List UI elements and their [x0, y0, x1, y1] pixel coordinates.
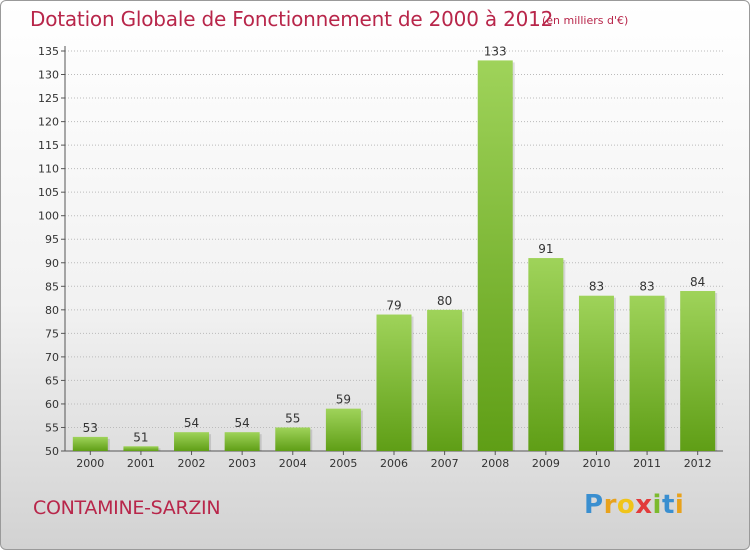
data-label-2001: 51	[133, 430, 148, 444]
bar-2007	[427, 309, 463, 451]
x-tick-label-2009: 2009	[532, 457, 560, 470]
data-label-2004: 55	[285, 411, 300, 425]
y-tick-label: 85	[45, 280, 59, 293]
data-label-2012: 84	[690, 275, 705, 289]
x-tick-label-2012: 2012	[684, 457, 712, 470]
x-tick-label-2004: 2004	[279, 457, 307, 470]
y-tick-label: 110	[38, 163, 59, 176]
y-tick-label: 95	[45, 233, 59, 246]
proxiti-logo: Proxiti	[584, 490, 684, 520]
y-tick-label: 105	[38, 186, 59, 199]
bar-2010	[578, 295, 614, 451]
bar-2008	[477, 60, 513, 451]
logo-letter: o	[616, 490, 636, 520]
bar-2011	[629, 295, 665, 451]
y-tick-label: 80	[45, 304, 59, 317]
unit-note: (en milliers d'€)	[542, 14, 629, 27]
y-tick-label: 60	[45, 398, 59, 411]
data-label-2003: 54	[235, 416, 250, 430]
logo-letter: i	[674, 490, 685, 520]
x-tick-label-2001: 2001	[127, 457, 155, 470]
x-tick-label-2005: 2005	[329, 457, 357, 470]
bar-2004	[275, 427, 311, 451]
data-label-2010: 83	[589, 280, 604, 294]
x-tick-label-2002: 2002	[178, 457, 206, 470]
bar-2000	[72, 436, 108, 451]
x-tick-label-2000: 2000	[76, 457, 104, 470]
data-labels: 53 51 54 54 55 59 79 80 133 91 83 83 84	[83, 44, 706, 444]
y-tick-label: 50	[45, 445, 59, 458]
logo-letter: i	[652, 490, 662, 520]
y-tick-label: 135	[38, 45, 59, 58]
y-tick-label: 55	[45, 421, 59, 434]
data-label-2000: 53	[83, 421, 98, 435]
commune-name: CONTAMINE-SARZIN	[33, 497, 221, 519]
data-label-2008: 133	[484, 44, 507, 58]
y-tick-label: 125	[38, 92, 59, 105]
x-tick-label-2006: 2006	[380, 457, 408, 470]
bar-2001	[123, 446, 159, 451]
y-tick-label: 130	[38, 69, 59, 82]
bars	[72, 60, 718, 451]
logo-letter: r	[603, 490, 617, 520]
bar-2003	[224, 432, 260, 451]
bar-2012	[680, 291, 716, 451]
logo-letter: P	[584, 490, 604, 520]
axes: 50 55 60 65 70 75 80 85 90 95 100 105 110 115 120 125 13…	[38, 45, 723, 470]
bar-2009	[528, 258, 564, 451]
y-tick-label: 120	[38, 116, 59, 129]
bar-2005	[325, 408, 361, 451]
y-tick-label: 115	[38, 139, 59, 152]
y-tick-label: 100	[38, 210, 59, 223]
bar-2002	[174, 432, 210, 451]
y-tick-label: 90	[45, 257, 59, 270]
x-tick-label-2003: 2003	[228, 457, 256, 470]
x-tick-label-2008: 2008	[481, 457, 509, 470]
data-label-2007: 80	[437, 294, 452, 308]
bar-2006	[376, 314, 412, 451]
x-tick-label-2010: 2010	[582, 457, 610, 470]
x-tick-label-2007: 2007	[431, 457, 459, 470]
data-label-2002: 54	[184, 416, 199, 430]
data-label-2011: 83	[639, 280, 654, 294]
logo-letter: x	[635, 490, 653, 520]
data-label-2005: 59	[336, 393, 351, 407]
y-tick-label: 70	[45, 351, 59, 364]
y-tick-label: 65	[45, 374, 59, 387]
x-tick-label-2011: 2011	[633, 457, 661, 470]
data-label-2009: 91	[538, 242, 553, 256]
y-tick-label: 75	[45, 327, 59, 340]
data-label-2006: 79	[386, 299, 401, 313]
logo-letter: t	[661, 490, 675, 520]
chart-title: Dotation Globale de Fonctionnement de 20…	[30, 7, 554, 31]
